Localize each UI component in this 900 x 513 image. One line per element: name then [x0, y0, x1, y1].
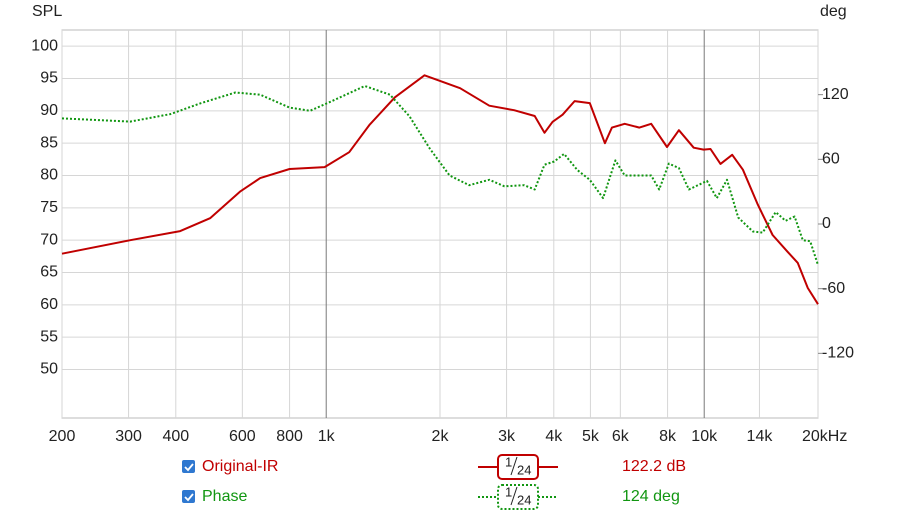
y-tick-label: 65: [40, 264, 58, 281]
checkbox-box: [182, 490, 195, 503]
smoothing-icon[interactable]: 1 24: [478, 484, 558, 510]
x-tick-label: 300: [115, 428, 142, 445]
legend-label: Phase: [202, 488, 247, 505]
series-line: [61, 85, 819, 266]
y-tick-label: 100: [31, 37, 58, 54]
y-tick-label: 50: [40, 361, 58, 378]
y-tick-label: 85: [40, 134, 58, 151]
fraction-bar: [510, 456, 518, 476]
y2-tick-label: 0: [822, 215, 831, 232]
smoothing-box: [497, 484, 539, 510]
y-tick-label: 90: [40, 102, 58, 119]
legend-label: Original-IR: [202, 458, 278, 475]
x-tick-label: 6k: [612, 428, 630, 445]
legend-checkbox[interactable]: [182, 460, 195, 473]
x-tick-label: 3k: [498, 428, 516, 445]
x-tick-label: 8k: [659, 428, 677, 445]
y2-tick-label: -60: [822, 280, 845, 297]
x-tick-label: 5k: [582, 428, 600, 445]
fraction-bar: [510, 486, 518, 506]
x-tick-label: 10k: [691, 428, 718, 445]
y-tick-label: 60: [40, 296, 58, 313]
x-tick-label: 600: [229, 428, 256, 445]
checkbox-check: [184, 463, 194, 472]
legend-readout: 124 deg: [622, 488, 680, 505]
x-tick-label: 200: [49, 428, 76, 445]
grid: [61, 30, 819, 418]
y2-axis-label: deg: [820, 3, 847, 20]
y-tick-label: 55: [40, 328, 58, 345]
legend-checkbox[interactable]: [182, 490, 195, 503]
x-tick-label: 400: [162, 428, 189, 445]
smoothing-denominator: 24: [517, 462, 531, 477]
x-tick-label: 4k: [545, 428, 563, 445]
checkbox-check: [184, 493, 194, 502]
y-tick-label: 95: [40, 70, 58, 87]
x-tick-label: 2k: [432, 428, 450, 445]
y-tick-label: 70: [40, 231, 58, 248]
y2-tick-label: 60: [822, 151, 840, 168]
x-tick-label: 800: [276, 428, 303, 445]
smoothing-icon[interactable]: 1 24: [478, 454, 558, 480]
series-line: [61, 74, 819, 305]
smoothing-numerator: 1: [505, 484, 512, 499]
smoothing-box: [497, 454, 539, 480]
legend-readout: 122.2 dB: [622, 458, 686, 475]
x-tick-label: 14k: [747, 428, 774, 445]
x-tick-label: 1k: [318, 428, 336, 445]
checkbox-box: [182, 460, 195, 473]
y-tick-label: 80: [40, 167, 58, 184]
y2-tick-label: 120: [822, 86, 849, 103]
smoothing-denominator: 24: [517, 492, 531, 507]
x-tick-label: 20kHz: [802, 428, 847, 445]
smoothing-numerator: 1: [505, 454, 512, 469]
y-tick-label: 75: [40, 199, 58, 216]
y2-tick-label: -120: [822, 345, 854, 362]
y-axis-label: SPL: [32, 3, 62, 20]
